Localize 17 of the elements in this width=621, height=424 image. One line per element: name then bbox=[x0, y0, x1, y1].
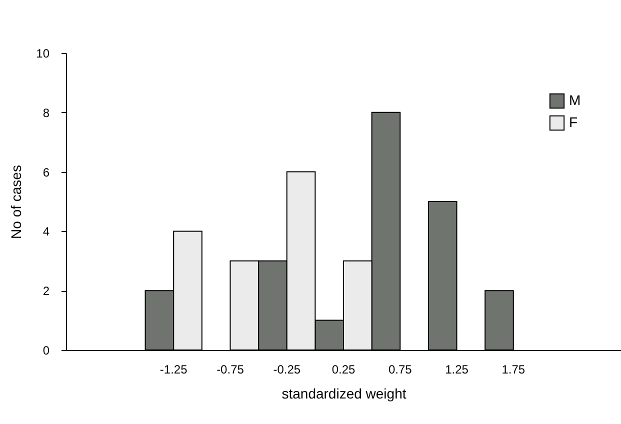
y-tick-label: 6 bbox=[42, 165, 50, 180]
x-axis-title: standardized weight bbox=[282, 386, 406, 402]
y-axis-title: No of cases bbox=[8, 165, 24, 239]
y-tick-label: 10 bbox=[36, 46, 50, 60]
y-tick-label: 8 bbox=[42, 106, 50, 120]
x-tick-label: 0.75 bbox=[388, 362, 412, 376]
y-tick-label: 4 bbox=[42, 224, 50, 239]
y-tick-label: 0 bbox=[42, 344, 50, 358]
x-tick-label: 1.75 bbox=[502, 362, 526, 376]
x-tick-label: 0.25 bbox=[332, 362, 356, 376]
legend-label: M bbox=[569, 92, 581, 108]
x-tick-label: -0.75 bbox=[216, 362, 244, 376]
x-tick-label: 1.25 bbox=[445, 362, 469, 376]
y-tick-label: 2 bbox=[42, 284, 50, 298]
x-tick-label: -0.25 bbox=[273, 362, 301, 376]
legend-label: F bbox=[569, 114, 578, 130]
x-tick-label: -1.25 bbox=[160, 362, 188, 376]
